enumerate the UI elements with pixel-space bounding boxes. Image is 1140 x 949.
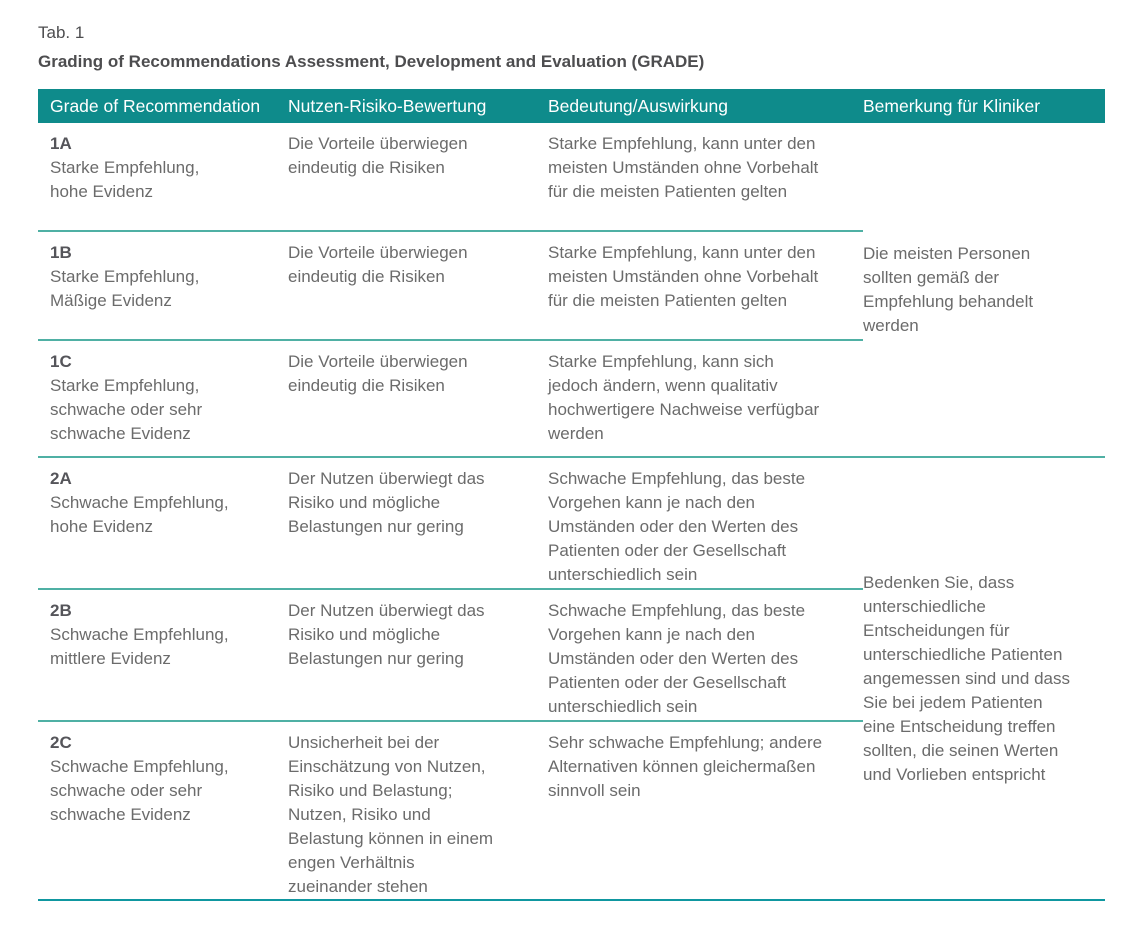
table-row-2b: 2B Schwache Empfehlung, mittlere Evidenz… (38, 589, 1105, 722)
cell-benefit-risk-2c: Unsicherheit bei der Einschätzung von Nu… (288, 721, 548, 901)
grade-code-2b: 2B (50, 601, 72, 620)
table-row-2c: 2C Schwache Empfehlung, schwache oder se… (38, 721, 1105, 901)
cell-benefit-risk-1b: Die Vorteile überwiegen eindeutig die Ri… (288, 231, 548, 341)
grade-code-2a: 2A (50, 469, 72, 488)
column-header-implication: Bedeutung/Auswirkung (548, 89, 863, 123)
grade-label-1a: Starke Empfehlung, hohe Evidenz (50, 158, 200, 201)
cell-remark-group2: Bedenken Sie, dass unterschiedliche Ents… (863, 457, 1105, 901)
table-row-1c: 1C Starke Empfehlung, schwache oder sehr… (38, 340, 1105, 458)
table-row-1a: 1A Starke Empfehlung, hohe Evidenz Die V… (38, 123, 1105, 458)
cell-grade-1c: 1C Starke Empfehlung, schwache oder sehr… (38, 340, 288, 458)
column-header-grade: Grade of Recommendation (38, 89, 288, 123)
cell-implication-2c: Sehr schwache Empfehlung; andere Alterna… (548, 721, 863, 901)
cell-grade-1b: 1B Starke Empfehlung, Mäßige Evidenz (38, 231, 288, 341)
table-row-2a: 2A Schwache Empfehlung, hohe Evidenz Der… (38, 457, 1105, 901)
cell-grade-2c: 2C Schwache Empfehlung, schwache oder se… (38, 721, 288, 901)
column-header-clinician-remark: Bemerkung für Kliniker (863, 89, 1105, 123)
grade-code-1c: 1C (50, 352, 72, 371)
grade-label-2c: Schwache Empfehlung, schwache oder sehr … (50, 757, 229, 824)
cell-grade-1a: 1A Starke Empfehlung, hohe Evidenz (38, 123, 288, 232)
column-header-benefit-risk: Nutzen-Risiko-Bewertung (288, 89, 548, 123)
cell-grade-2b: 2B Schwache Empfehlung, mittlere Evidenz (38, 589, 288, 722)
cell-implication-2a: Schwache Empfehlung, das beste Vorgehen … (548, 457, 863, 590)
grade-label-2b: Schwache Empfehlung, mittlere Evidenz (50, 625, 229, 668)
grade-label-1c: Starke Empfehlung, schwache oder sehr sc… (50, 376, 203, 443)
grade-code-1a: 1A (50, 134, 72, 153)
cell-benefit-risk-1a: Die Vorteile überwiegen eindeutig die Ri… (288, 123, 548, 232)
table-title: Grading of Recommendations Assessment, D… (38, 52, 705, 71)
cell-implication-1b: Starke Empfehlung, kann unter den meiste… (548, 231, 863, 341)
cell-implication-2b: Schwache Empfehlung, das beste Vorgehen … (548, 589, 863, 722)
grade-table: Grade of Recommendation Nutzen-Risiko-Be… (38, 89, 1105, 901)
cell-implication-1c: Starke Empfehlung, kann sich jedoch ände… (548, 340, 863, 458)
cell-implication-1a: Starke Empfehlung, kann unter den meiste… (548, 123, 863, 232)
cell-grade-2a: 2A Schwache Empfehlung, hohe Evidenz (38, 457, 288, 590)
cell-remark-group1: Die meisten Personen sollten gemäß der E… (863, 123, 1105, 458)
grade-code-2c: 2C (50, 733, 72, 752)
grade-code-1b: 1B (50, 243, 72, 262)
grade-label-2a: Schwache Empfehlung, hohe Evidenz (50, 493, 229, 536)
table-header-row: Grade of Recommendation Nutzen-Risiko-Be… (38, 89, 1105, 123)
table-row-1b: 1B Starke Empfehlung, Mäßige Evidenz Die… (38, 231, 1105, 341)
cell-benefit-risk-2b: Der Nutzen überwiegt das Risiko und mögl… (288, 589, 548, 722)
cell-benefit-risk-1c: Die Vorteile überwiegen eindeutig die Ri… (288, 340, 548, 458)
table-number-label: Tab. 1 (38, 23, 85, 42)
grade-label-1b: Starke Empfehlung, Mäßige Evidenz (50, 267, 200, 310)
cell-benefit-risk-2a: Der Nutzen überwiegt das Risiko und mögl… (288, 457, 548, 590)
